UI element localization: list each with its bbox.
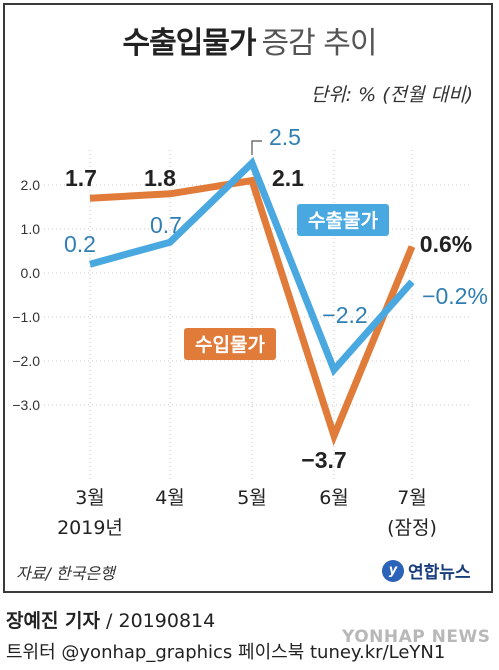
series-line-export (89, 156, 415, 377)
x-tick-label: 5월 (237, 487, 267, 509)
legend-export: 수출물가 (308, 210, 378, 232)
data-label-export: −0.2% (422, 283, 488, 309)
credit-social: 트위터 @yonhap_graphics 페이스북 tuney.kr/LeYN1 (6, 642, 446, 663)
series-line-import (89, 176, 416, 446)
y-tick-label: −3.0 (12, 397, 40, 413)
legend-import: 수입물가 (195, 334, 265, 356)
data-label-import: −3.7 (301, 447, 346, 473)
unit-label: 단위: % (전월 대비) (310, 84, 473, 106)
y-tick-label: −2.0 (12, 353, 40, 369)
chart-card (3, 3, 493, 593)
x-tick-sublabel: 2019년 (57, 517, 123, 539)
x-tick-sublabel: (잠정) (387, 517, 437, 539)
title-sub: 증감 추이 (261, 26, 378, 61)
author-name: 장예진 기자 (6, 610, 101, 632)
legend-export-box (297, 204, 389, 236)
data-label-import: 1.8 (144, 165, 176, 191)
credit-author-line: 장예진 기자 / 20190814 (6, 606, 215, 633)
data-label-import: 2.1 (272, 165, 304, 191)
source-label: 자료/ 한국은행 (16, 564, 115, 583)
page-title: 수출입물가 증감 추이 (0, 18, 499, 62)
legend-import-box (184, 328, 276, 360)
x-tick-label: 6월 (319, 487, 349, 509)
logo-text: 연합뉴스 (408, 563, 471, 583)
data-label-export: 0.2 (64, 231, 96, 257)
x-tick-label: 7월 (397, 487, 427, 509)
x-tick-label: 3월 (75, 487, 105, 509)
x-tick-label: 4월 (155, 487, 185, 509)
data-label-import: 1.7 (65, 165, 97, 191)
title-main: 수출입물가 (122, 26, 257, 61)
y-tick-label: 2.0 (21, 177, 41, 193)
credit-date: / 20190814 (100, 610, 216, 632)
y-tick-label: 1.0 (21, 221, 41, 237)
yonhap-logo-icon: y (382, 559, 404, 582)
annotation-leader (251, 140, 262, 155)
data-label-export: 2.5 (269, 124, 301, 150)
data-label-export: 0.7 (150, 212, 182, 238)
data-label-export: −2.2 (322, 302, 367, 328)
watermark: YONHAP NEWS (342, 627, 491, 647)
line-chart: 2.0 1.0 0.0 −1.0 −2.0 −3.0 0.2 0.7 2.5 −2.2 −0.2% 1… (12, 124, 488, 539)
data-label-import: 0.6% (420, 231, 472, 257)
y-tick-label: 0.0 (21, 265, 41, 281)
y-tick-label: −1.0 (12, 309, 40, 325)
yonhap-logo: y 연합뉴스 (382, 558, 471, 583)
